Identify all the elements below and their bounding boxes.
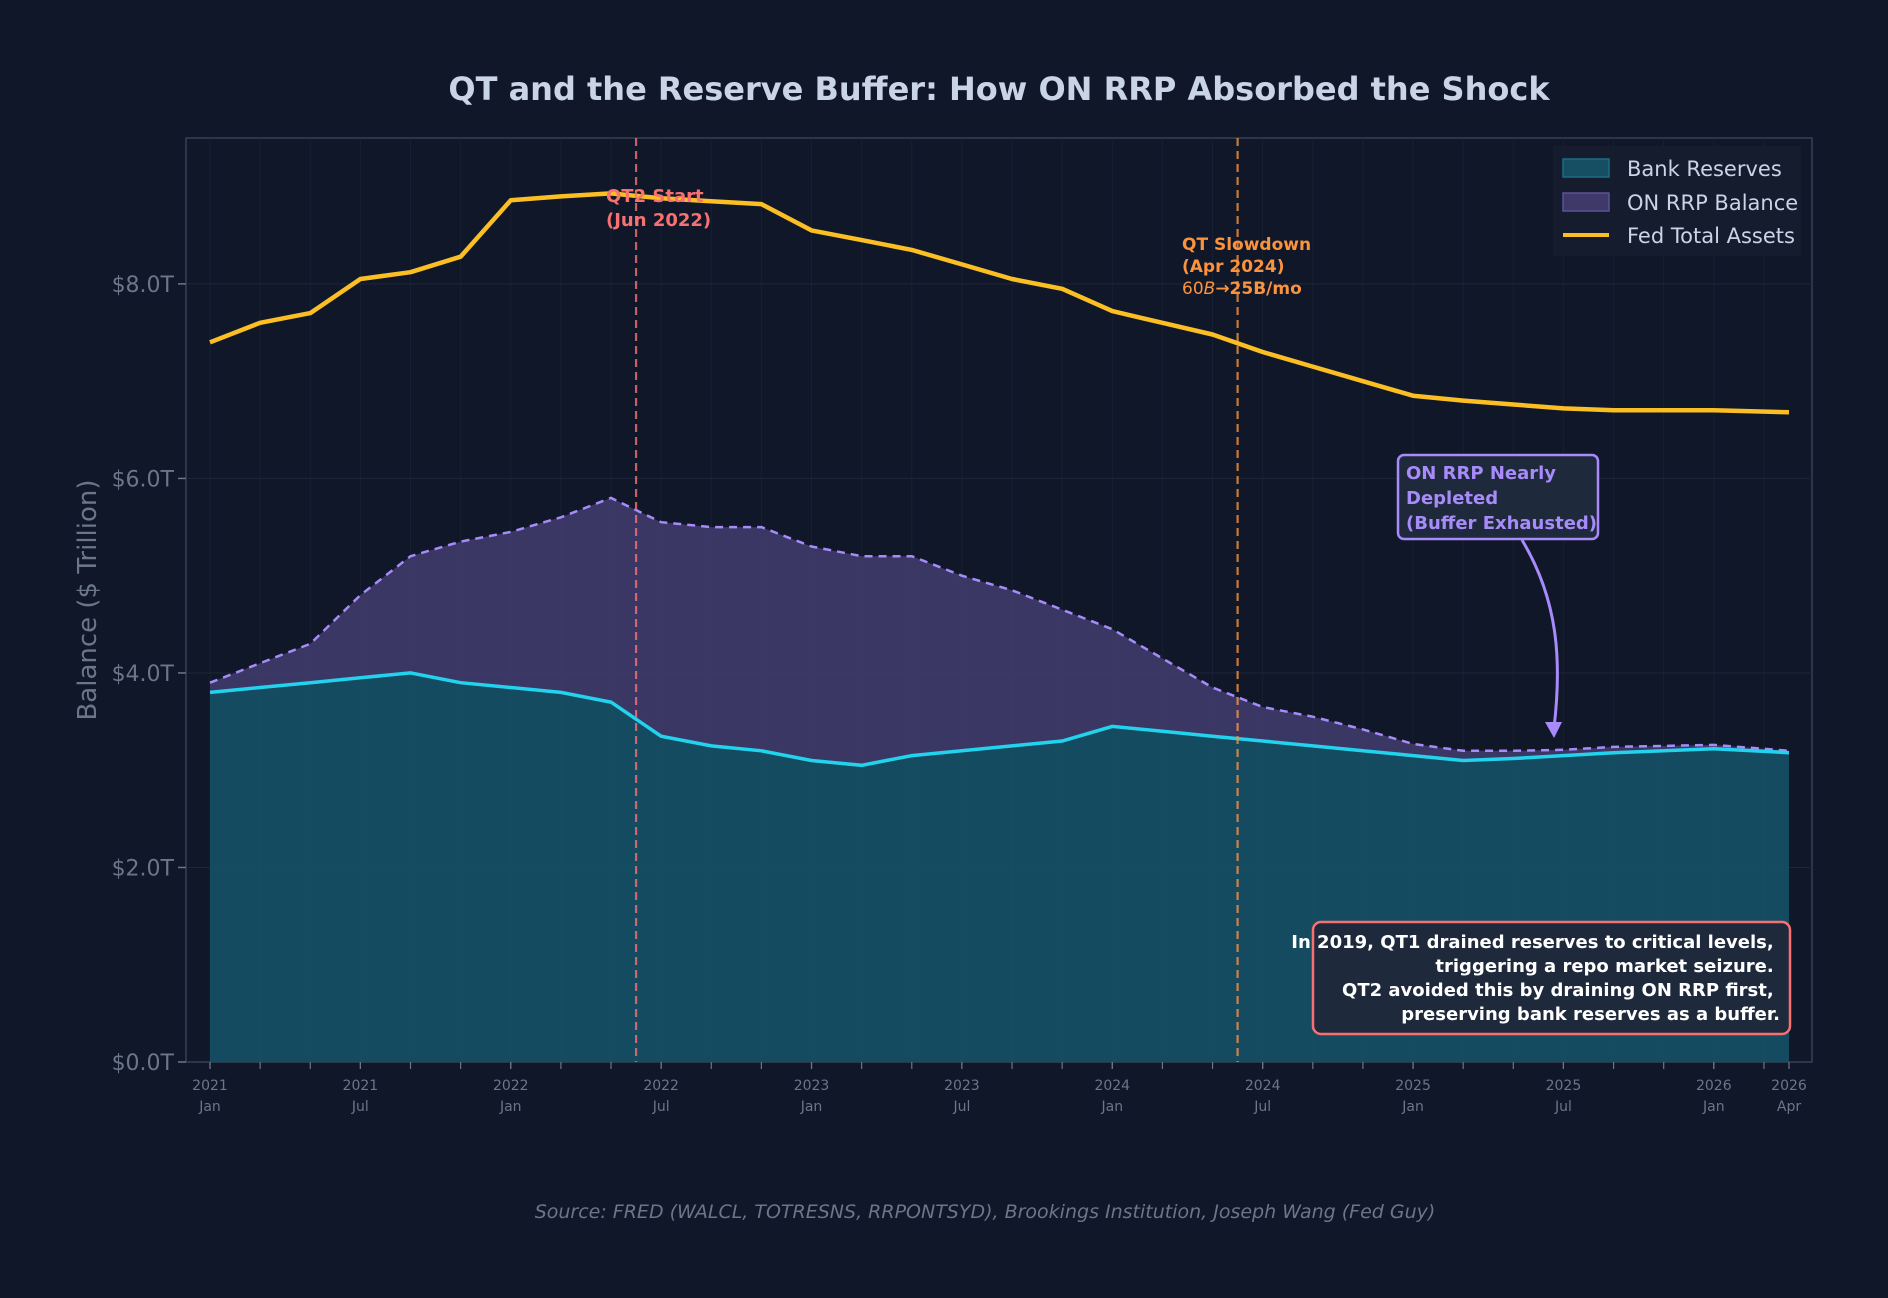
x-tick-label-year: 2026 [1771,1078,1807,1094]
fed-total-assets-line [209,191,1790,415]
x-tick-label-year: 2023 [794,1078,830,1094]
qt-slowdown-label-line2: (Apr 2024) [1182,257,1284,277]
qt-slowdown-label-line3: 60B→25B/mo [1182,279,1302,299]
qt2-marker-label-line2: (Jun 2022) [606,210,711,231]
qt-note-text: In 2019, QT1 drained reserves to critica… [1291,932,1780,1025]
source-caption: Source: FRED (WALCL, TOTRESNS, RRPONTSYD… [535,1201,1436,1223]
qt-note-line3: QT2 avoided this by draining ON RRP firs… [1342,980,1774,1001]
qt-slowdown-marker-label: QT Slowdown (Apr 2024) [1182,235,1317,277]
legend-label-assets: Fed Total Assets [1627,224,1795,248]
x-tick-label-month: Apr [1777,1099,1801,1115]
y-tick-label: $8.0T [112,273,175,298]
x-tick-label-year: 2025 [1395,1078,1431,1094]
rrp-callout-arrow [1520,539,1559,729]
rrp-callout-line1: ON RRP Nearly [1406,463,1556,484]
rrp-line [209,496,1790,753]
event-markers [634,138,1239,1062]
legend: Bank Reserves ON RRP Balance Fed Total A… [1553,146,1801,256]
x-tick-label-month: Jul [1253,1099,1271,1115]
rrp-area [210,497,1789,766]
legend-label-reserves: Bank Reserves [1627,157,1782,181]
x-tick-label-month: Jan [499,1099,522,1115]
y-axis-label: Balance ($ Trillion) [73,479,103,720]
x-tick-label-month: Jan [1702,1099,1725,1115]
x-tick-label-year: 2024 [1094,1078,1130,1094]
line-series [209,191,1790,768]
rrp-depleted-callout: ON RRP Nearly Depleted (Buffer Exhausted… [1396,453,1600,738]
x-tick-label-month: Jan [1401,1099,1424,1115]
axes: $0.0T $2.0T $4.0T $6.0T $8.0T 2021 Jan 2021 Jul 2… [112,273,1807,1115]
rrp-callout-box [1396,453,1600,541]
y-tick-label: $6.0T [112,467,175,492]
rrp-callout-text: ON RRP Nearly Depleted (Buffer Exhausted… [1406,463,1597,534]
x-tick-label-month: Jul [952,1099,970,1115]
x-tick-label-month: Jan [800,1099,823,1115]
y-tick-label: $4.0T [112,662,175,687]
x-tick-label-month: Jan [198,1099,221,1115]
x-tick-label-year: 2022 [493,1078,529,1094]
qt2-marker-label-line1: QT2 Start [606,186,704,207]
x-tick-label-year: 2021 [192,1078,228,1094]
legend-swatch-reserves [1562,158,1610,178]
x-tick-label-year: 2026 [1696,1078,1732,1094]
x-tick-label-year: 2023 [944,1078,980,1094]
x-tick-label-year: 2021 [343,1078,379,1094]
qt-note-line2: triggering a repo market seizure. [1435,956,1773,977]
legend-swatch-rrp [1562,192,1610,212]
qt-slowdown-label-line3-post: →25B/mo [1215,279,1301,299]
x-tick-label-month: Jul [1554,1099,1572,1115]
qt2-marker-label: QT2 Start (Jun 2022) [606,186,711,231]
chart-title: QT and the Reserve Buffer: How ON RRP Ab… [448,70,1550,108]
qt-note-box-frame [1311,920,1792,1036]
qt-slowdown-label-line3-italic: B [1204,279,1216,299]
qt-note-line1: In 2019, QT1 drained reserves to critica… [1291,932,1773,953]
x-tick-label-month: Jan [1100,1099,1123,1115]
x-tick-label-year: 2024 [1245,1078,1281,1094]
legend-label-rrp: ON RRP Balance [1627,191,1798,215]
y-tick-label: $0.0T [112,1051,175,1076]
x-tick-label-year: 2022 [643,1078,679,1094]
qt-note-box: In 2019, QT1 drained reserves to critica… [1291,920,1792,1036]
x-tick-label-month: Jul [351,1099,369,1115]
reserves-line [209,671,1790,768]
rrp-callout-line3: (Buffer Exhausted) [1406,513,1597,534]
qt-note-line4: preserving bank reserves as a buffer. [1401,1004,1780,1025]
rrp-callout-arrowhead [1545,722,1562,738]
qt-slowdown-label-line3-pre: 60 [1182,279,1204,299]
y-tick-label: $2.0T [112,856,175,881]
x-tick-label-year: 2025 [1546,1078,1582,1094]
rrp-callout-line2: Depleted [1406,488,1498,509]
x-tick-label-month: Jul [652,1099,670,1115]
qt-slowdown-label-line1: QT Slowdown [1182,235,1311,255]
